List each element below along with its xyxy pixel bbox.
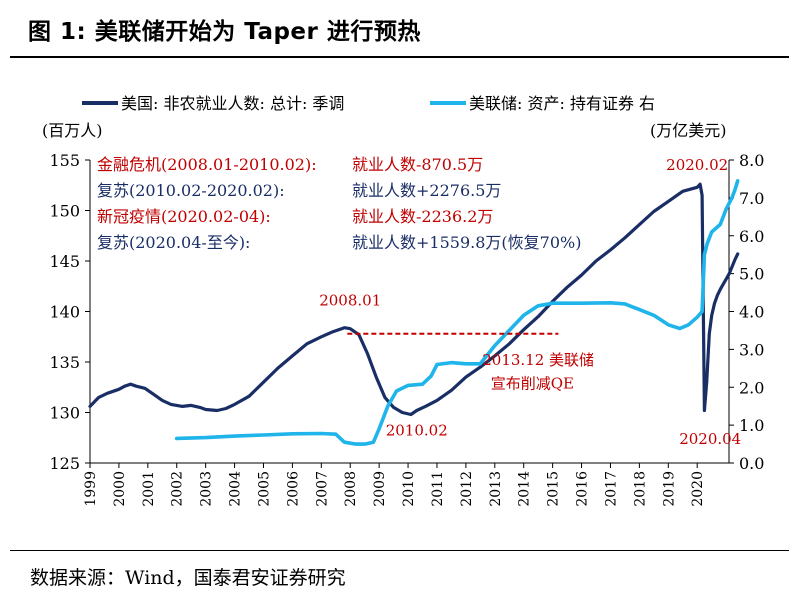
x-tick-label: 2001 [141, 471, 157, 507]
x-tick-label: 2007 [314, 471, 330, 507]
x-tick-label: 2008 [343, 471, 359, 507]
legend: 美国: 非农就业人数: 总计: 季调 美联储: 资产: 持有证券 右 [82, 94, 655, 113]
left-tick-label: 125 [49, 454, 80, 473]
period-note-label: 复苏(2020.04-至今): [97, 233, 250, 252]
x-tick-label: 2003 [199, 471, 215, 507]
legend-label-fed-assets: 美联储: 资产: 持有证券 右 [469, 94, 655, 113]
x-tick-label: 2012 [459, 471, 475, 507]
x-tick-label: 2010 [401, 471, 417, 507]
right-tick-label: 1.0 [739, 416, 764, 435]
x-tick-label: 2019 [661, 471, 677, 507]
right-tick-label: 6.0 [739, 227, 764, 246]
right-tick-label: 8.0 [739, 151, 764, 170]
x-tick-label: 2020 [690, 471, 706, 507]
right-tick-label: 2.0 [739, 378, 764, 397]
annotation-label: 2020.02 [666, 156, 728, 174]
x-tick-label: 2014 [517, 471, 533, 507]
legend-label-employment: 美国: 非农就业人数: 总计: 季调 [121, 94, 344, 113]
annotations: 2008.01 2010.02 2020.02 2020.04 2013.12 美联储宣… [319, 156, 741, 448]
x-tick-label: 2006 [285, 471, 301, 507]
x-tick-label: 2013 [488, 471, 504, 507]
chart: 美国: 非农就业人数: 总计: 季调 美联储: 资产: 持有证券 右 (百万人)… [42, 94, 764, 507]
right-tick-label: 0.0 [739, 454, 764, 473]
annotation-label: 2013.12 美联储 [482, 351, 594, 369]
source-rule [10, 550, 789, 551]
source-note: 数据来源：Wind，国泰君安证券研究 [30, 567, 346, 589]
right-tick-label: 3.0 [739, 340, 764, 359]
left-tick-label: 150 [49, 202, 80, 221]
period-note-label: 金融危机(2008.01-2010.02): [97, 155, 317, 174]
title-rule [10, 56, 789, 58]
period-note-value: 就业人数-2236.2万 [352, 207, 493, 226]
x-tick-label: 2000 [112, 471, 128, 507]
x-tick-label: 2015 [546, 471, 562, 507]
right-axis-unit-label: (万亿美元) [650, 121, 727, 140]
left-tick-label: 145 [49, 252, 80, 271]
annotation-label: 2010.02 [386, 422, 448, 440]
x-tick-label: 2017 [603, 471, 619, 507]
x-tick-label: 2004 [228, 471, 244, 507]
x-tick-label: 2011 [430, 471, 446, 507]
x-tick-label: 2016 [575, 471, 591, 507]
x-tick-label: 2005 [256, 471, 272, 507]
page-title: 图 1: 美联储开始为 Taper 进行预热 [28, 19, 421, 45]
right-tick-label: 5.0 [739, 265, 764, 284]
left-axis-ticks: 125 130 135 140 145 150 155 [49, 151, 90, 473]
period-note-value: 就业人数+1559.8万(恢复70%) [352, 233, 581, 252]
x-tick-label: 1999 [83, 471, 99, 507]
left-tick-label: 140 [49, 303, 80, 322]
left-tick-label: 155 [49, 151, 80, 170]
left-tick-label: 130 [49, 404, 80, 423]
right-tick-label: 4.0 [739, 303, 764, 322]
annotation-label: 2008.01 [319, 291, 381, 309]
annotation-label: 2020.04 [679, 430, 741, 448]
series-layer [88, 179, 740, 446]
period-note-value: 就业人数+2276.5万 [352, 181, 501, 200]
x-axis-ticks: 1999 2000 2001 2002 2003 2004 2005 2006 2007 2008… [83, 463, 706, 507]
annotation-label: 宣布削减QE [491, 374, 574, 392]
series-line-fed-assets [174, 179, 740, 446]
left-tick-label: 135 [49, 353, 80, 372]
period-note-label: 复苏(2010.02-2020.02): [97, 181, 285, 200]
right-axis-ticks: 0.0 1.0 2.0 3.0 4.0 5.0 6.0 7.0 8.0 [729, 151, 764, 473]
left-axis-unit-label: (百万人) [42, 121, 103, 140]
series-line-employment [88, 182, 740, 417]
x-tick-label: 2009 [372, 471, 388, 507]
period-notes: 金融危机(2008.01-2010.02): 就业人数-870.5万复苏(2010… [97, 155, 581, 252]
period-note-label: 新冠疫情(2020.02-04): [97, 207, 271, 226]
right-tick-label: 7.0 [739, 189, 764, 208]
x-tick-label: 2002 [170, 471, 186, 507]
x-tick-label: 2018 [632, 471, 648, 507]
period-note-value: 就业人数-870.5万 [352, 155, 483, 174]
